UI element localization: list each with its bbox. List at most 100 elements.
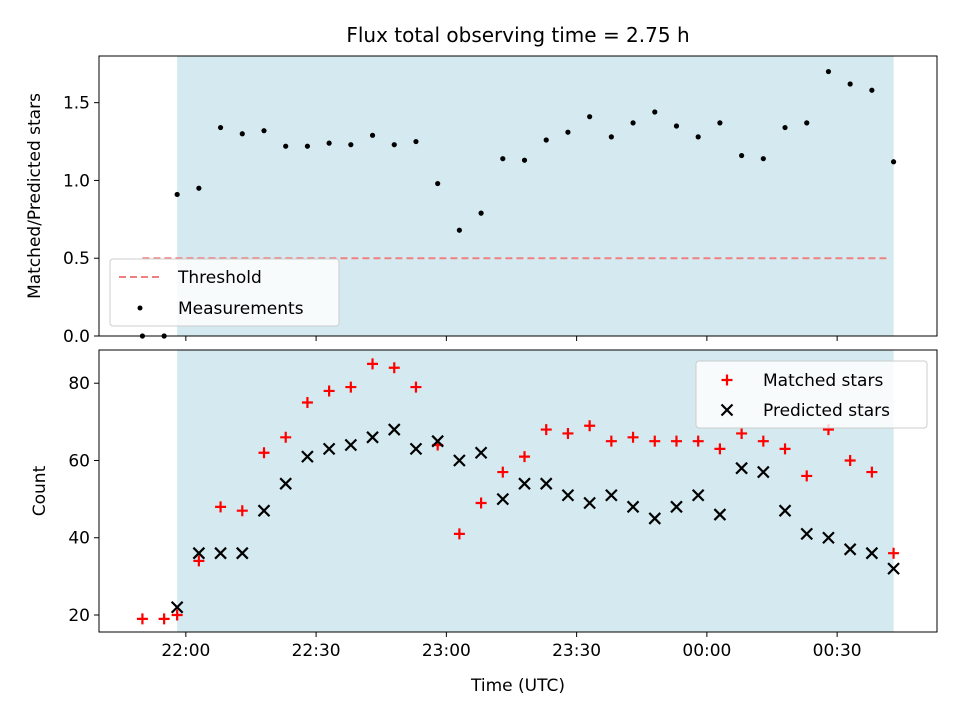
matched-star-point [475, 497, 487, 509]
x-tick-label: 23:00 [422, 641, 471, 661]
y-tick-label: 60 [68, 451, 90, 471]
predicted-star-point [236, 546, 249, 560]
matched-star-point [888, 547, 900, 559]
matched-star-point [301, 397, 313, 409]
legend-predicted-label: Predicted stars [763, 401, 890, 421]
x-tick-label: 23:30 [552, 641, 601, 661]
bottom-axes-frame [98, 349, 938, 633]
measurement-point [630, 120, 636, 126]
predicted-star-point [301, 450, 314, 463]
predicted-star-point [279, 477, 292, 490]
y-tick-label: 0.0 [63, 327, 90, 347]
y-tick-label: 80 [68, 374, 90, 394]
predicted-star-point [192, 546, 206, 560]
y-tick-label: 1.5 [63, 94, 90, 114]
y-tick-label: 1.0 [63, 171, 90, 191]
bottom-legend: Matched stars Predicted stars [695, 360, 928, 429]
predicted-star-point [366, 431, 379, 444]
matched-star-point [158, 613, 170, 625]
matched-star-point [844, 454, 856, 466]
measurement-point [456, 227, 462, 233]
matched-star-point [584, 420, 596, 432]
measurement-point [717, 120, 723, 126]
top-y-ticks: 0.0 0.5 1.0 1.5 [63, 94, 99, 347]
predicted-star-point [474, 446, 488, 460]
predicted-star-point [214, 546, 227, 560]
measurement-point [304, 143, 311, 149]
measurement-point [587, 114, 593, 120]
y-tick-label: 40 [68, 529, 90, 549]
chart-title: Flux total observing time = 2.75 h [346, 23, 689, 47]
measurement-point [348, 142, 354, 148]
measurement-point [326, 140, 332, 146]
legend-plus-marker [721, 374, 733, 386]
bottom-y-axis-label: Count [30, 465, 50, 516]
measurement-point [825, 68, 832, 75]
matched-star-point [323, 385, 335, 397]
measurement-point [500, 156, 506, 162]
measurement-point [608, 134, 614, 140]
predicted-star-point [344, 438, 358, 452]
legend-matched-label: Matched stars [763, 371, 883, 391]
matched-star-point [193, 555, 205, 567]
predicted-star-point [822, 531, 835, 545]
measurement-point [196, 185, 202, 191]
predicted-star-point [539, 477, 553, 490]
x-tick-label: 22:00 [161, 641, 210, 661]
legend-measurements-label: Measurements [178, 299, 304, 319]
measurement-point [695, 134, 701, 140]
matched-star-point [779, 443, 791, 455]
matched-star-point [258, 447, 270, 459]
measurement-point [804, 120, 810, 126]
predicted-star-point [691, 488, 705, 502]
predicted-star-point [322, 442, 336, 456]
matched-star-point [171, 609, 183, 621]
matched-star-point [627, 431, 639, 443]
measurement-point [673, 123, 680, 129]
predicted-star-point [887, 562, 900, 575]
measurement-point [391, 142, 397, 148]
top-legend: Threshold Measurements [109, 258, 340, 327]
matched-star-point [692, 435, 704, 447]
matched-star-point [519, 451, 531, 463]
matched-star-point [236, 505, 248, 517]
predicted-star-point [670, 500, 683, 514]
matched-star-point [540, 424, 552, 436]
matched-star-point [801, 470, 813, 482]
measurement-point [890, 159, 897, 165]
predicted-star-point [170, 600, 184, 614]
predicted-star-point [409, 442, 423, 456]
x-tick-label: 00:30 [813, 641, 862, 661]
measurement-point [217, 124, 224, 131]
predicted-star-point [800, 527, 814, 541]
matched-star-point [215, 501, 227, 513]
matched-star-point [497, 466, 509, 478]
measurement-point [739, 152, 745, 159]
bottom-legend-box [695, 360, 928, 429]
predicted-star-point [387, 423, 401, 436]
predicted-star-point [518, 477, 531, 490]
predicted-star-point [757, 465, 770, 479]
measurement-point [435, 180, 441, 187]
x-axis-label: Time (UTC) [470, 676, 565, 696]
predicted-star-point [778, 504, 792, 517]
measurement-point [782, 124, 788, 131]
measurement-point [652, 109, 658, 115]
x-tick-label: 22:30 [292, 641, 341, 661]
measurement-point [478, 210, 484, 216]
legend-matched-swatch [721, 374, 733, 386]
matched-star-point [866, 466, 878, 478]
matched-star-point [714, 443, 726, 455]
bottom-y-ticks: 20 40 60 80 [68, 374, 99, 626]
x-tick-label: 00:00 [682, 641, 731, 661]
predicted-star-point [648, 512, 662, 525]
measurement-point [174, 191, 180, 198]
matched-star-point [367, 358, 379, 370]
predicted-star-point [735, 461, 748, 475]
matched-star-point [136, 613, 148, 625]
ratio-panel: 0.0 0.5 1.0 1.5 Flux total observing time =… [25, 23, 938, 347]
predicted-star-point [257, 504, 271, 517]
predicted-star-point [626, 500, 640, 514]
matched-star-point [757, 435, 769, 447]
